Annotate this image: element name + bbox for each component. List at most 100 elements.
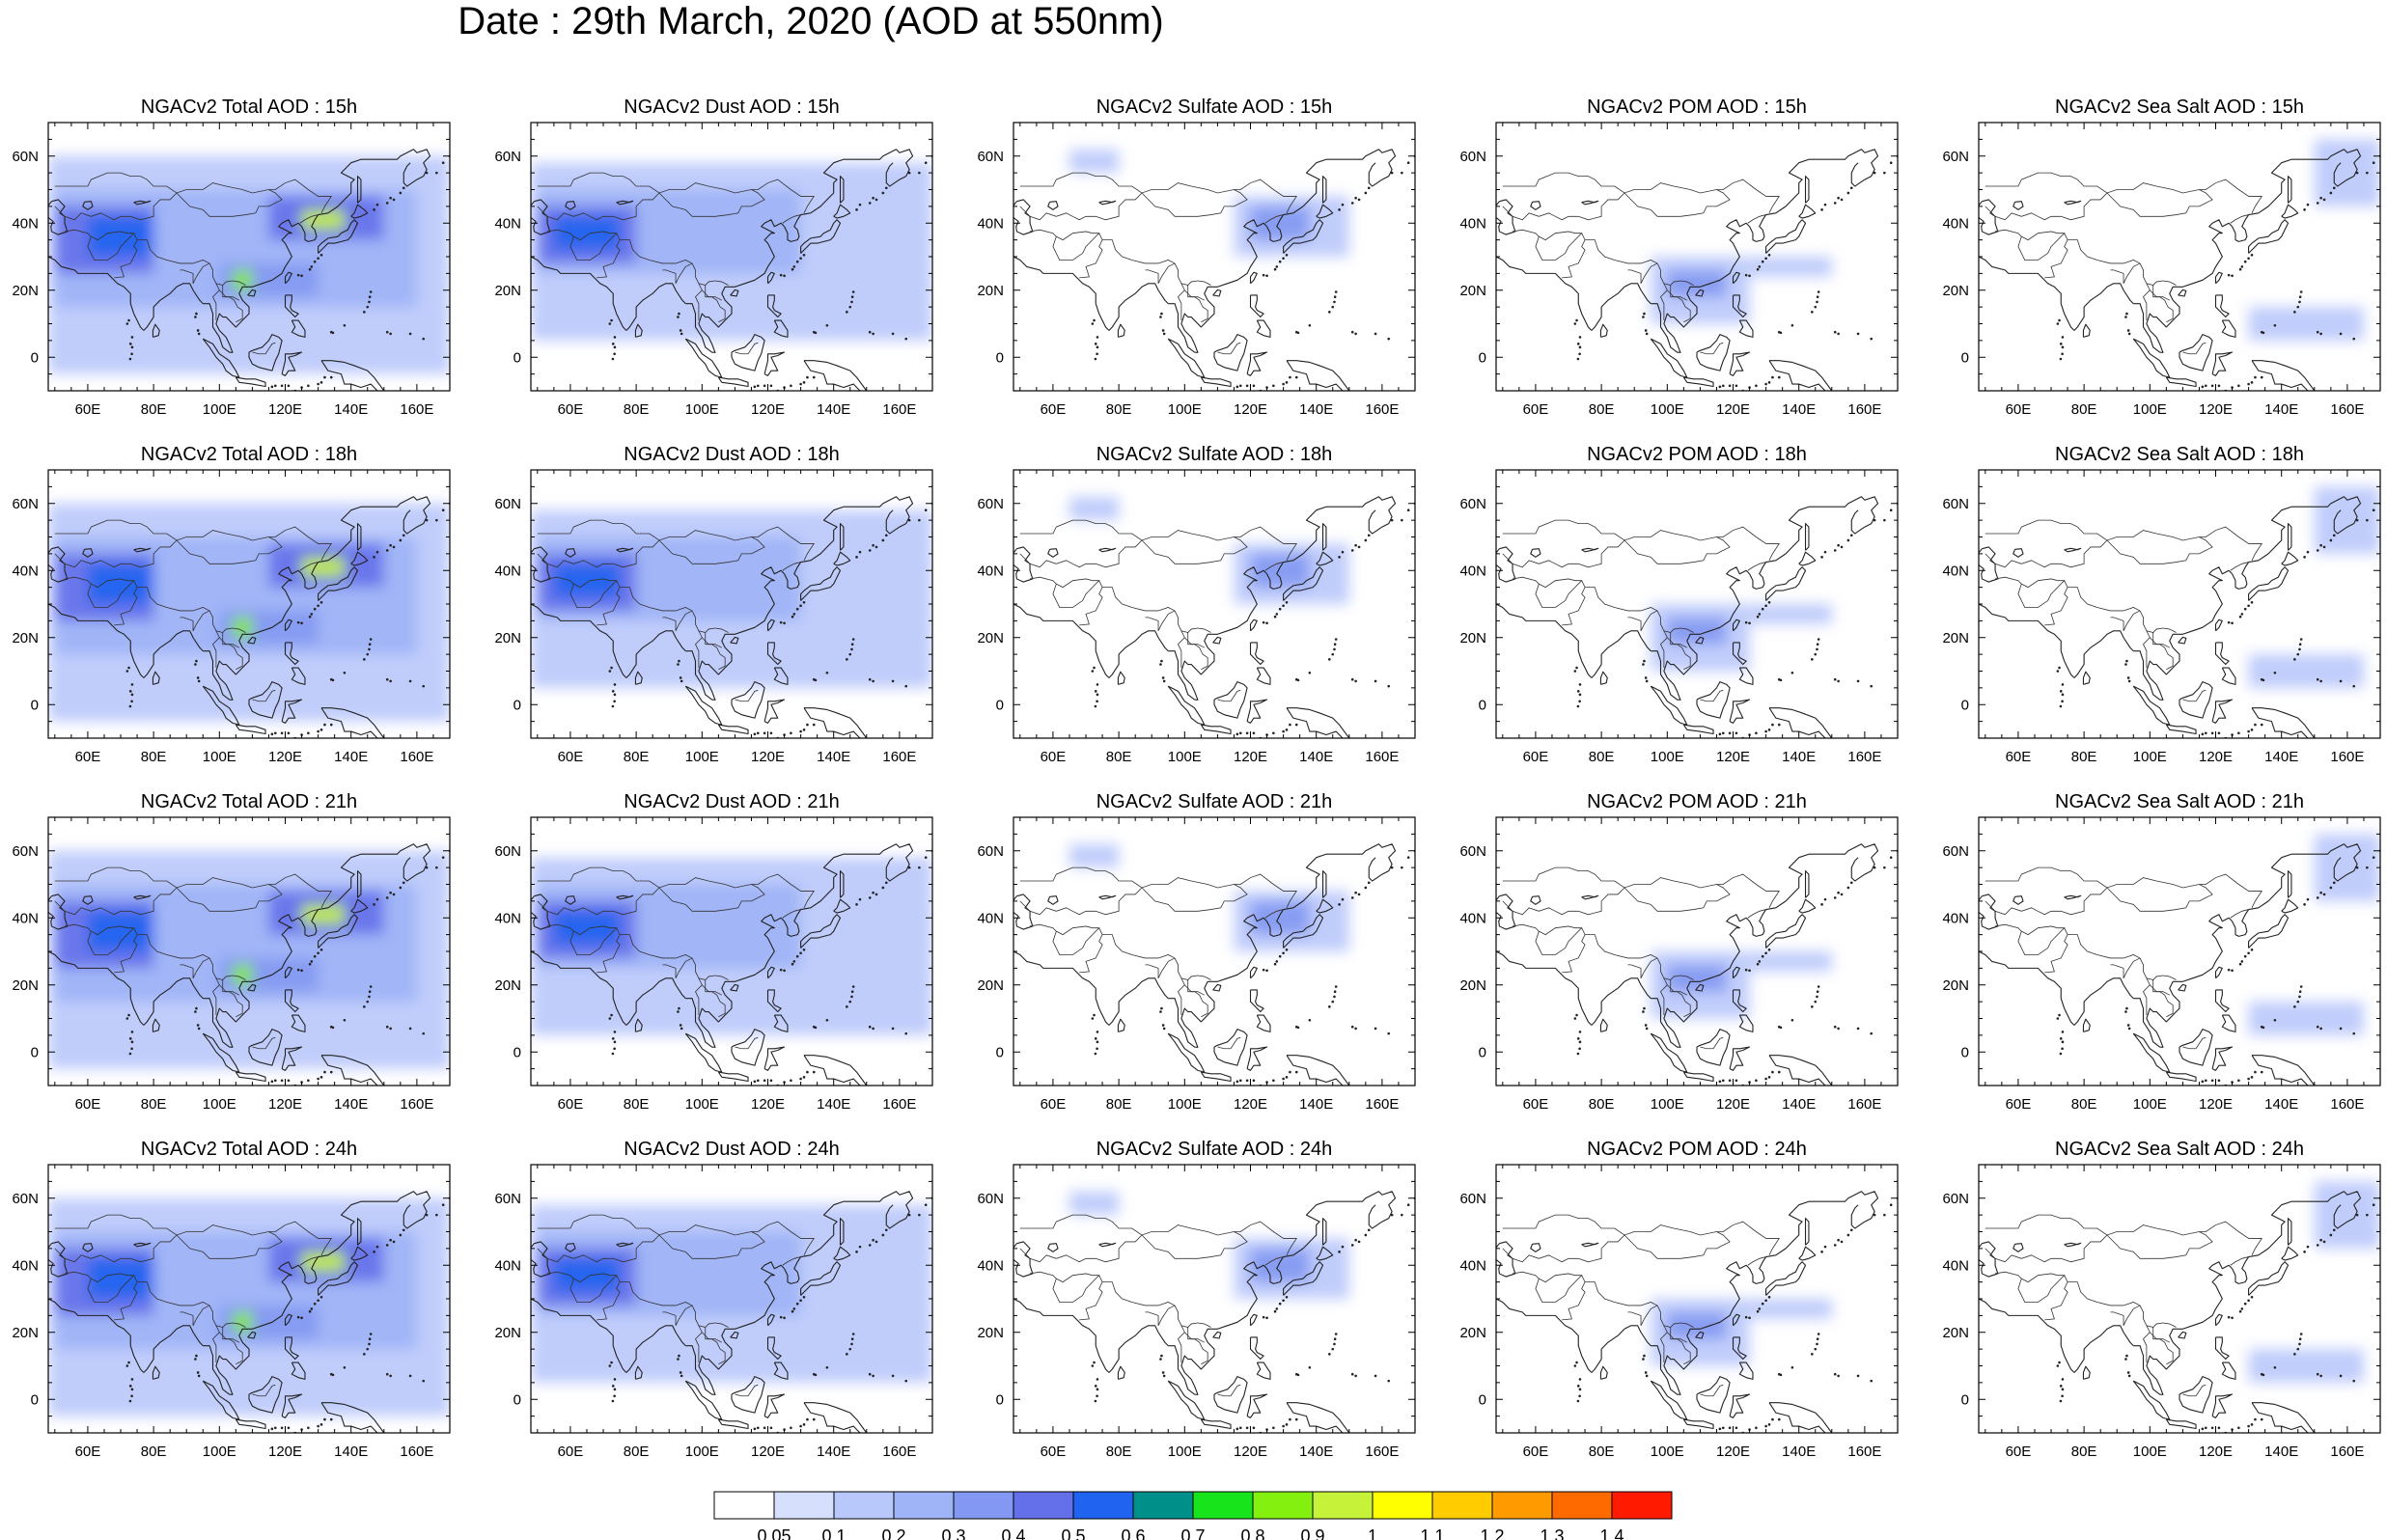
island — [1252, 731, 1256, 735]
island — [1642, 316, 1645, 318]
country-border — [2044, 233, 2068, 279]
colorbar-swatch — [893, 1491, 955, 1520]
island — [790, 384, 792, 388]
island — [1338, 556, 1341, 559]
aod-cell — [87, 564, 154, 604]
coastline — [1732, 271, 1740, 285]
coastline — [2214, 294, 2230, 318]
island — [2204, 384, 2207, 388]
lon-tick-label: 60E — [1523, 401, 1549, 418]
coastline — [1732, 294, 1747, 318]
island — [1642, 663, 1645, 666]
borders — [531, 172, 815, 355]
coastline — [1768, 707, 1833, 738]
coastline — [1168, 219, 1267, 353]
coastlines — [531, 496, 914, 738]
island — [2247, 257, 2250, 261]
island — [1575, 666, 1578, 670]
island — [1820, 208, 1823, 211]
country-border — [1178, 283, 1185, 321]
lon-tick-label: 140E — [817, 749, 850, 765]
island — [130, 700, 133, 703]
coastline — [1650, 685, 1688, 726]
country-border — [222, 285, 243, 323]
coastline — [2132, 338, 2171, 378]
island — [2247, 729, 2250, 733]
aod-cell — [232, 269, 253, 290]
country-border — [1019, 192, 1143, 221]
country-border — [1184, 637, 1205, 648]
island — [613, 352, 616, 356]
island — [128, 357, 132, 361]
lon-tick-label: 140E — [2264, 401, 2298, 418]
coastline — [731, 681, 765, 719]
colorbar-swatch — [1192, 1491, 1254, 1520]
coastline — [1749, 562, 1767, 590]
island — [1744, 273, 1748, 277]
island — [1840, 545, 1844, 549]
coastline — [1117, 671, 1125, 685]
coastline — [1321, 176, 1327, 204]
island — [872, 679, 874, 683]
country-border — [1187, 285, 1208, 323]
island — [1159, 316, 1162, 318]
island — [1265, 274, 1268, 278]
coastline — [766, 271, 775, 285]
coastline — [616, 547, 634, 553]
island — [1401, 518, 1403, 522]
island — [270, 385, 274, 389]
island — [1820, 556, 1823, 559]
lat-tick-label: 60N — [977, 149, 1004, 165]
lon-tick-label: 160E — [2330, 401, 2364, 418]
island — [1374, 332, 1377, 336]
island — [2293, 658, 2296, 661]
country-border — [705, 632, 726, 671]
island — [2303, 556, 2306, 559]
figure-title: Date : 29th March, 2020 (AOD at 550nm) — [458, 0, 1164, 42]
island — [1771, 723, 1774, 727]
island — [1811, 311, 1814, 314]
island — [1341, 550, 1345, 554]
coastline — [1013, 256, 1110, 331]
country-border — [1985, 172, 2262, 214]
island — [1837, 543, 1840, 547]
coastline — [1256, 319, 1271, 338]
coastline — [1246, 699, 1268, 724]
country-border — [620, 587, 693, 612]
island — [850, 647, 853, 651]
island — [2204, 731, 2207, 735]
island — [1817, 638, 1820, 641]
coastline — [766, 294, 782, 318]
coastline — [1047, 201, 1059, 210]
coastline — [48, 199, 69, 235]
island — [399, 191, 402, 195]
island — [1354, 679, 1357, 683]
island — [1833, 202, 1837, 205]
country-border — [695, 630, 703, 669]
island — [1328, 658, 1331, 661]
island — [196, 329, 200, 332]
map-panel-sulfate-18h: NGACv2 Sulfate AOD : 18h 60E 80E 100E 120E 14… — [977, 444, 1416, 765]
ticks — [531, 122, 933, 392]
coastline — [1768, 360, 1833, 391]
country-border — [176, 189, 283, 217]
island — [196, 676, 200, 679]
island — [1761, 260, 1764, 263]
lon-tick-label: 60E — [2006, 749, 2032, 765]
coastline — [350, 204, 369, 219]
island — [779, 620, 783, 624]
island — [2352, 684, 2356, 688]
country-border — [537, 519, 815, 562]
island — [779, 273, 783, 277]
island — [2293, 311, 2296, 314]
aod-cell — [87, 911, 154, 951]
lon-tick-label: 100E — [203, 749, 236, 765]
island — [814, 331, 818, 335]
country-border — [1670, 632, 1691, 671]
lon-tick-label: 120E — [1716, 401, 1750, 418]
aod-cell — [1069, 149, 1120, 174]
island — [1767, 253, 1771, 257]
island — [1846, 538, 1850, 542]
lat-tick-label: 20N — [494, 630, 521, 646]
lon-tick-label: 140E — [2264, 749, 2298, 765]
